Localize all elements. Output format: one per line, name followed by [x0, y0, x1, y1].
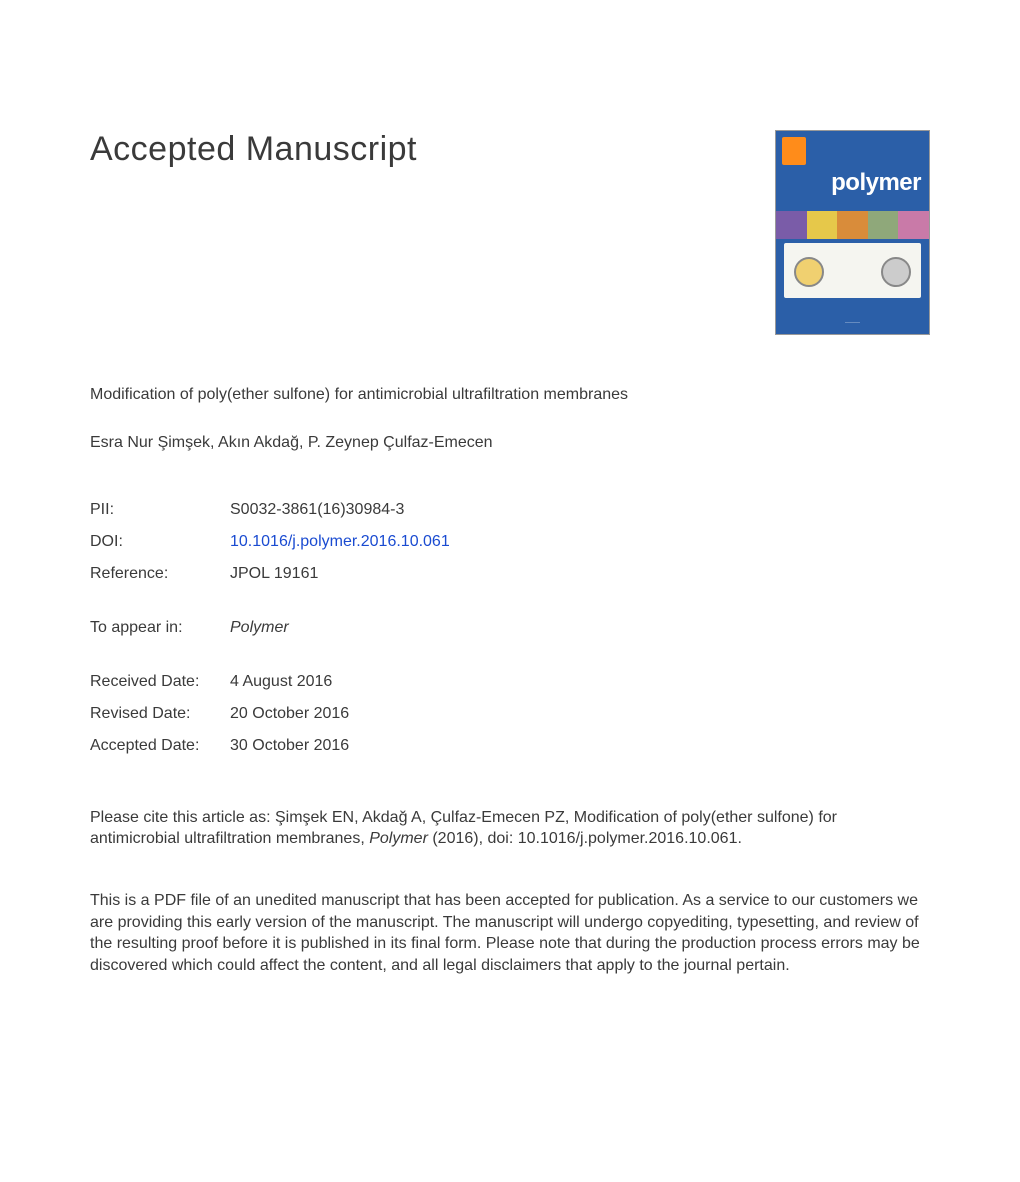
appear-value: Polymer: [230, 612, 289, 644]
dates-block: Received Date: 4 August 2016 Revised Dat…: [90, 666, 930, 762]
cover-footer-text: ———: [776, 320, 929, 326]
cover-image-strip: [776, 211, 929, 239]
article-title: Modification of poly(ether sulfone) for …: [90, 385, 930, 406]
appear-row: To appear in: Polymer: [90, 612, 930, 644]
disclaimer-text: This is a PDF file of an unedited manusc…: [90, 890, 930, 976]
accepted-row: Accepted Date: 30 October 2016: [90, 730, 930, 762]
pii-value: S0032-3861(16)30984-3: [230, 494, 404, 526]
citation-suffix: (2016), doi: 10.1016/j.polymer.2016.10.0…: [428, 830, 742, 847]
received-row: Received Date: 4 August 2016: [90, 666, 930, 698]
revised-value: 20 October 2016: [230, 698, 349, 730]
reference-value: JPOL 19161: [230, 558, 318, 590]
pii-label: PII:: [90, 494, 230, 526]
received-label: Received Date:: [90, 666, 230, 698]
reference-row: Reference: JPOL 19161: [90, 558, 930, 590]
accepted-manuscript-heading: Accepted Manuscript: [90, 130, 417, 169]
journal-cover-title: polymer: [831, 169, 921, 197]
accepted-value: 30 October 2016: [230, 730, 349, 762]
accepted-label: Accepted Date:: [90, 730, 230, 762]
pii-row: PII: S0032-3861(16)30984-3: [90, 494, 930, 526]
cover-diagram-icon: [784, 243, 921, 298]
citation-text: Please cite this article as: Şimşek EN, …: [90, 807, 930, 850]
metadata-block: PII: S0032-3861(16)30984-3 DOI: 10.1016/…: [90, 494, 930, 590]
publisher-badge-icon: [782, 137, 806, 165]
citation-journal: Polymer: [369, 830, 428, 847]
journal-cover-thumbnail: polymer ———: [775, 130, 930, 335]
revised-row: Revised Date: 20 October 2016: [90, 698, 930, 730]
received-value: 4 August 2016: [230, 666, 332, 698]
author-list: Esra Nur Şimşek, Akın Akdağ, P. Zeynep Ç…: [90, 434, 930, 452]
appear-block: To appear in: Polymer: [90, 612, 930, 644]
doi-row: DOI: 10.1016/j.polymer.2016.10.061: [90, 526, 930, 558]
appear-label: To appear in:: [90, 612, 230, 644]
header-row: Accepted Manuscript polymer ———: [90, 130, 930, 335]
manuscript-page: Accepted Manuscript polymer ——— Modifica…: [0, 0, 1020, 976]
revised-label: Revised Date:: [90, 698, 230, 730]
reference-label: Reference:: [90, 558, 230, 590]
doi-link[interactable]: 10.1016/j.polymer.2016.10.061: [230, 526, 450, 558]
doi-label: DOI:: [90, 526, 230, 558]
